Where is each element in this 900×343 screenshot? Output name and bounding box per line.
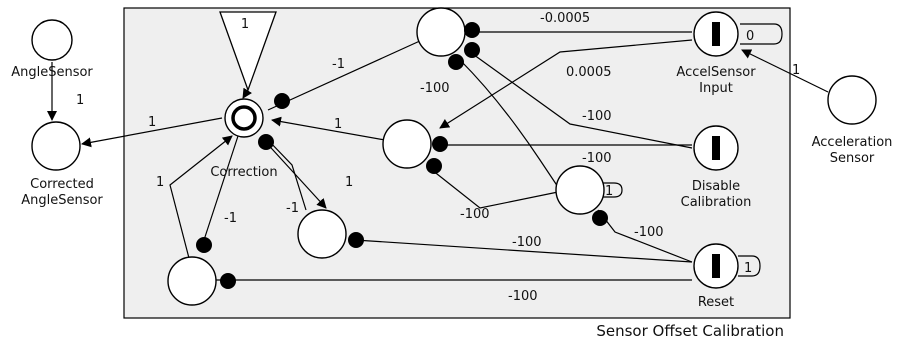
- top-neuron-node: [416, 7, 466, 57]
- loop-neuron-node: [555, 165, 605, 215]
- accel-input-value-box: [740, 23, 783, 45]
- reset-label: Reset: [698, 295, 734, 310]
- weight-mid-to-correction: 1: [334, 117, 342, 132]
- inhibit-dot: [220, 273, 236, 289]
- weight-bottom-to-reset: -100: [508, 289, 538, 304]
- weight-angle-to-corrected: 1: [76, 93, 84, 108]
- weight-correction-to-lower: 1: [345, 175, 353, 190]
- edge-correction-to-corrected: [81, 117, 223, 148]
- acceleration-label-line2: Sensor: [830, 151, 875, 166]
- edge-top-to-disable: [469, 51, 693, 149]
- accel-input-value: 0: [746, 29, 754, 44]
- lower-neuron-node: [297, 209, 347, 259]
- edge-acceleration-to-input: [741, 49, 829, 93]
- weight-accel-to-top: -0.0005: [540, 11, 590, 26]
- triangle-value: 1: [241, 17, 249, 32]
- disable-label-line1: Disable: [692, 179, 740, 194]
- corrected-angle-sensor-node: [31, 121, 81, 171]
- disable-calibration-bar: [712, 136, 720, 160]
- weight-correction-to-corrected: 1: [148, 115, 156, 130]
- inhibit-dot: [426, 158, 442, 174]
- corrected-label-line2: AngleSensor: [21, 193, 103, 208]
- edge-correction-to-bottom: [203, 135, 239, 241]
- accel-input-bar: [712, 22, 720, 46]
- inhibit-dot: [464, 22, 480, 38]
- angle-sensor-node: [31, 19, 73, 61]
- threshold-triangle: [219, 11, 277, 92]
- weight-correction-to-left-bottom: -1: [224, 211, 237, 226]
- edge-correction-self-lower: [267, 139, 307, 211]
- inhibit-dot: [348, 232, 364, 248]
- mid-neuron-node: [382, 119, 432, 169]
- inhibit-dot: [432, 136, 448, 152]
- weight-top-to-correction: -1: [332, 57, 345, 72]
- weight-loop-to-mid: -100: [460, 207, 490, 222]
- edge-triangle-to-correction: [242, 87, 253, 99]
- weight-top-to-disable: -100: [582, 109, 612, 124]
- correction-node: [224, 98, 264, 138]
- edge-accel-to-mid: [439, 39, 693, 129]
- correction-label: Correction: [210, 165, 277, 180]
- edge-lower-to-reset: [354, 239, 693, 263]
- weight-accel-to-mid: 0.0005: [566, 65, 612, 80]
- inhibit-dot: [258, 134, 274, 150]
- weight-accel-sensor-to-input: 1: [792, 63, 800, 78]
- inhibit-dot: [274, 93, 290, 109]
- accel-input-label-line1: AccelSensor: [676, 65, 756, 80]
- disable-label-line2: Calibration: [681, 195, 752, 210]
- correction-ring: [231, 105, 257, 131]
- accel-input-label-line2: Input: [699, 81, 733, 96]
- weight-correction-self-lower: -1: [286, 201, 299, 216]
- reset-value: 1: [744, 261, 752, 276]
- edge-top-to-loop: [459, 59, 561, 191]
- acceleration-sensor-node: [827, 75, 877, 125]
- loop-node-self-loop: [600, 182, 623, 198]
- angle-sensor-label: AngleSensor: [11, 65, 93, 80]
- edge-top-to-correction: [267, 39, 423, 111]
- inhibit-dot: [592, 210, 608, 226]
- reset-bar: [712, 254, 720, 278]
- weight-bottom-to-correction: 1: [156, 175, 164, 190]
- edge-mid-to-correction: [271, 116, 386, 141]
- edge-bottom-to-correction: [169, 135, 233, 263]
- reset-value-box: [738, 255, 761, 277]
- inhibit-dot: [464, 42, 480, 58]
- bottom-neuron-node: [167, 256, 217, 306]
- panel-title: Sensor Offset Calibration: [596, 322, 784, 340]
- loop-value: 1: [605, 184, 613, 199]
- weight-top-to-mid: -100: [420, 81, 450, 96]
- weight-mid-to-disable: -100: [582, 151, 612, 166]
- acceleration-label-line1: Acceleration: [812, 135, 893, 150]
- weight-loop-to-reset: -100: [634, 225, 664, 240]
- corrected-label-line1: Corrected: [30, 177, 94, 192]
- inhibit-dot: [448, 54, 464, 70]
- edge-loop-to-mid: [431, 169, 559, 209]
- inhibit-dot: [196, 237, 212, 253]
- weight-lower-to-reset: -100: [512, 235, 542, 250]
